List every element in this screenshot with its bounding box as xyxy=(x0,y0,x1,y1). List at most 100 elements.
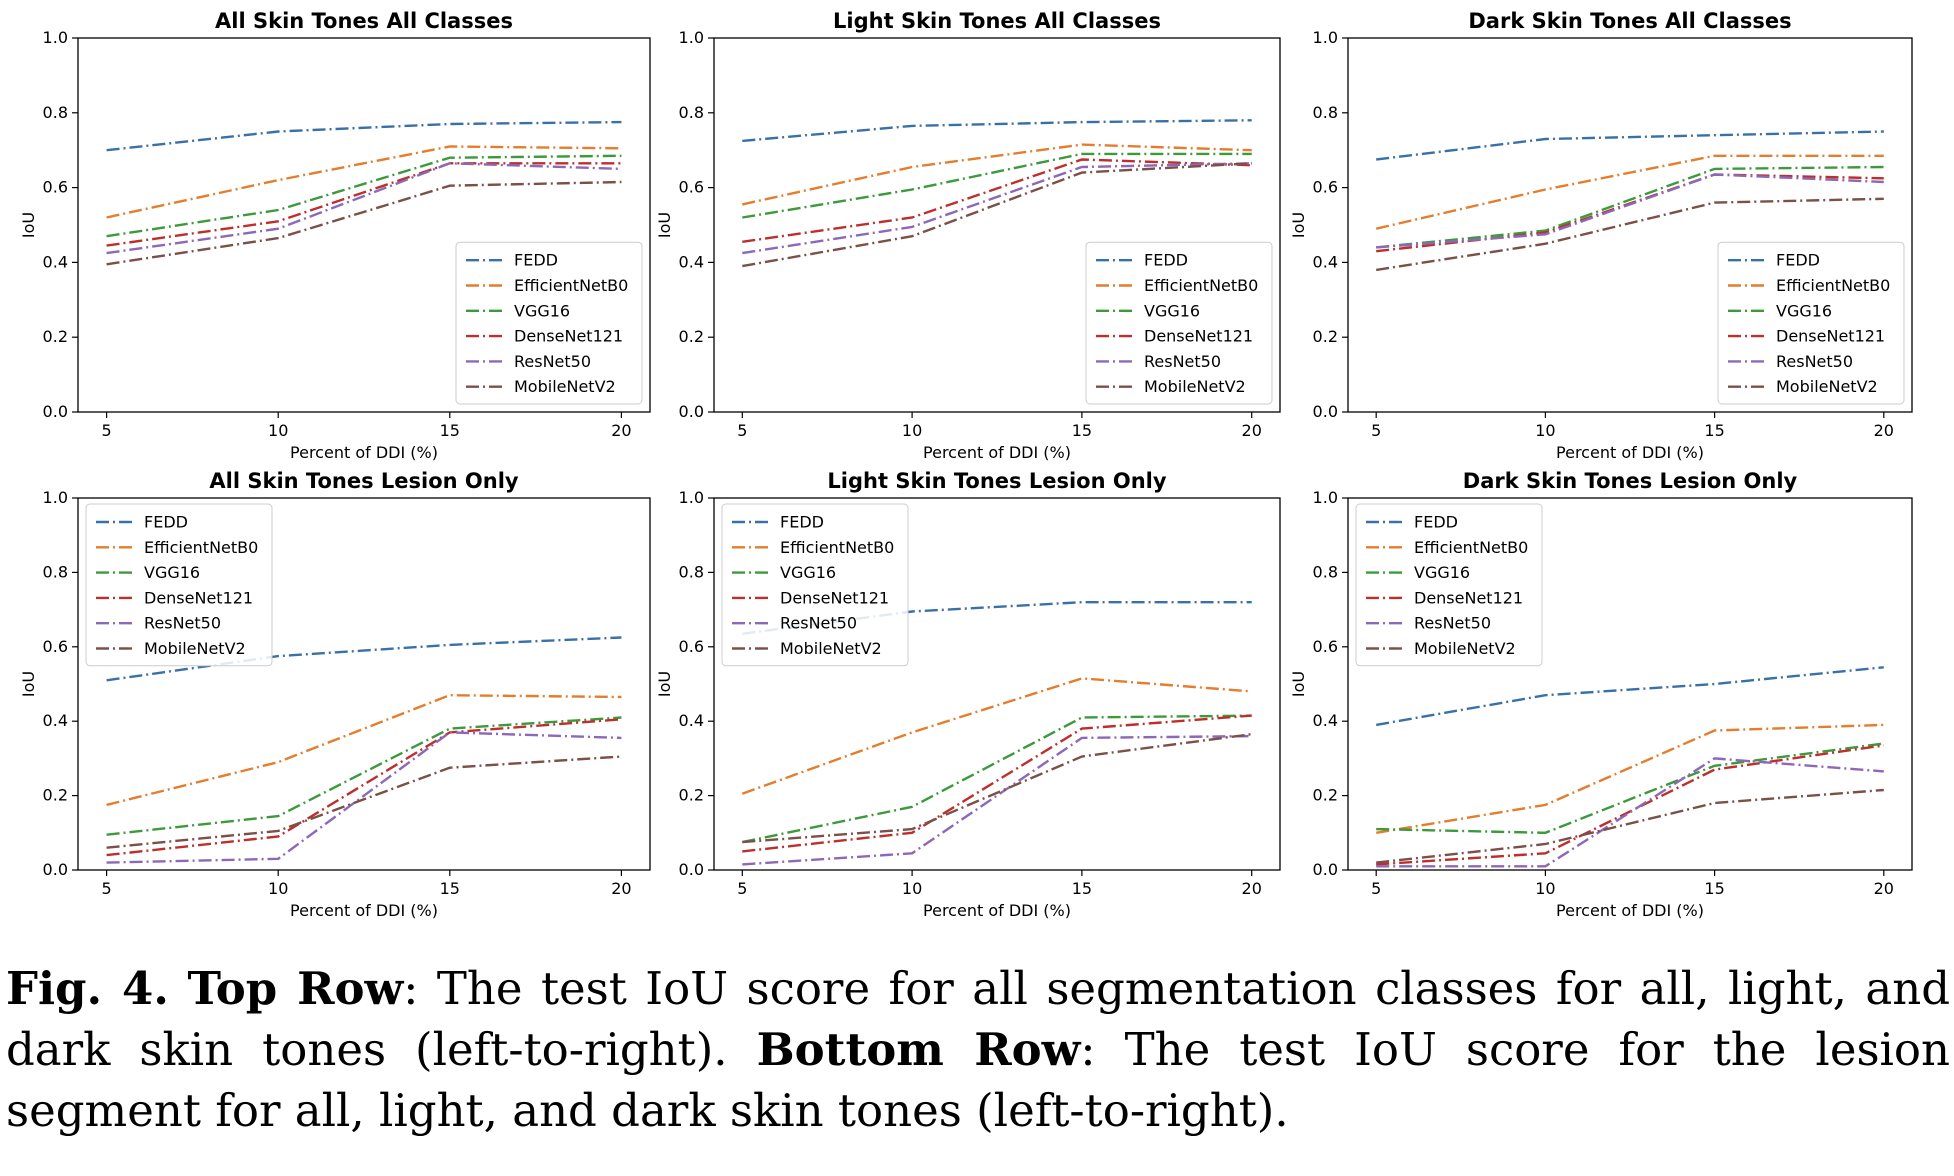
x-axis-label: Percent of DDI (%) xyxy=(1556,901,1704,920)
plot-title: Light Skin Tones All Classes xyxy=(833,9,1161,33)
y-tick-label: 0.2 xyxy=(43,786,68,805)
plot-frame xyxy=(77,497,651,871)
series-line-vgg16 xyxy=(106,154,622,238)
series-line-resnet50 xyxy=(742,162,1252,255)
x-tick-label: 5 xyxy=(737,879,747,898)
legend: FEDD EfficientNetB0 VGG16 DenseNet121 ResNet… xyxy=(85,503,273,667)
series-line-mobilenetv2 xyxy=(106,755,622,849)
legend-label-fedd: FEDD xyxy=(1776,251,1820,270)
legend-label-densenet121: DenseNet121 xyxy=(1776,327,1885,346)
plot-all-skin-tones-lesion-only: All Skin Tones Lesion Only 0.0 0.2 0.4 0.6 0.… xyxy=(19,469,651,920)
y-tick-label: 1.0 xyxy=(43,488,68,507)
y-tick-label: 0.2 xyxy=(679,327,704,346)
series-line-vgg16 xyxy=(742,714,1252,844)
y-tick-label: 0.4 xyxy=(43,711,68,730)
legend-label-vgg16: VGG16 xyxy=(514,301,570,320)
x-axis-label: Percent of DDI (%) xyxy=(290,443,438,462)
y-tick-label: 0.2 xyxy=(1313,786,1338,805)
legend-label-fedd: FEDD xyxy=(1144,251,1188,270)
x-tick-label: 20 xyxy=(611,421,631,440)
legend-label-densenet121: DenseNet121 xyxy=(780,588,889,607)
series-line-mobilenetv2 xyxy=(742,733,1252,844)
plot-light-skin-tones-lesion-only: Light Skin Tones Lesion Only 0.0 0.2 0.4 0.6… xyxy=(655,469,1281,920)
x-tick-label: 15 xyxy=(440,421,460,440)
series-line-resnet50 xyxy=(1376,757,1884,868)
x-axis-label: Percent of DDI (%) xyxy=(923,443,1071,462)
figure-caption: Fig. 4. Top Row : The test IoU score for … xyxy=(6,958,1950,1141)
y-tick-label: 0.2 xyxy=(679,786,704,805)
legend-label-mobilenetv2: MobileNetV2 xyxy=(144,639,246,658)
plot-frame xyxy=(1347,497,1913,871)
x-tick-label: 10 xyxy=(268,421,288,440)
plot-frame xyxy=(77,37,651,413)
figure-grid: All Skin Tones All Classes 0.0 0.2 0.4 0.6 0.… xyxy=(19,9,1913,920)
legend-box xyxy=(85,503,273,667)
plot-frame xyxy=(1347,37,1913,413)
legend-box xyxy=(1355,503,1543,667)
series-line-mobilenetv2 xyxy=(106,180,622,266)
y-tick-label: 0.6 xyxy=(1313,178,1338,197)
legend-label-resnet50: ResNet50 xyxy=(514,352,591,371)
y-tick-label: 0.8 xyxy=(679,103,704,122)
legend-label-densenet121: DenseNet121 xyxy=(144,588,253,607)
x-axis-label: Percent of DDI (%) xyxy=(290,901,438,920)
series-line-fedd xyxy=(106,636,622,682)
y-axis-label: IoU xyxy=(1289,212,1308,238)
x-tick-label: 10 xyxy=(1535,879,1555,898)
x-tick-label: 15 xyxy=(1704,879,1724,898)
legend-label-efficientnetb0: EfficientNetB0 xyxy=(1776,276,1890,295)
legend-label-vgg16: VGG16 xyxy=(1414,563,1470,582)
x-tick-label: 20 xyxy=(1242,879,1262,898)
y-tick-label: 0.0 xyxy=(43,402,68,421)
legend-label-resnet50: ResNet50 xyxy=(1776,352,1853,371)
x-tick-label: 15 xyxy=(440,879,460,898)
x-tick-label: 10 xyxy=(268,879,288,898)
legend-label-fedd: FEDD xyxy=(1414,513,1458,532)
caption-top-label: Top Row xyxy=(187,962,404,1015)
x-tick-label: 10 xyxy=(902,421,922,440)
legend-label-mobilenetv2: MobileNetV2 xyxy=(1776,377,1878,396)
y-tick-label: 0.4 xyxy=(43,252,68,271)
y-tick-label: 0.4 xyxy=(679,252,704,271)
legend: FEDD EfficientNetB0 VGG16 DenseNet121 ResNet… xyxy=(1717,241,1905,405)
series-line-vgg16 xyxy=(742,152,1252,219)
plot-light-skin-tones-all-classes: Light Skin Tones All Classes 0.0 0.2 0.4 0.6… xyxy=(655,9,1281,462)
y-tick-label: 1.0 xyxy=(43,28,68,47)
legend-label-densenet121: DenseNet121 xyxy=(1144,327,1253,346)
series-line-efficientnetb0 xyxy=(1376,723,1884,834)
plot-frame xyxy=(713,497,1281,871)
legend-box xyxy=(1085,241,1273,405)
legend-label-efficientnetb0: EfficientNetB0 xyxy=(1144,276,1258,295)
series-line-mobilenetv2 xyxy=(1376,197,1884,272)
legend-label-vgg16: VGG16 xyxy=(1776,301,1832,320)
legend-label-resnet50: ResNet50 xyxy=(1414,614,1491,633)
plot-title: Dark Skin Tones Lesion Only xyxy=(1463,469,1798,493)
series-line-resnet50 xyxy=(742,734,1252,866)
caption-fig-label: Fig. 4. xyxy=(6,962,169,1015)
y-tick-label: 1.0 xyxy=(679,28,704,47)
x-tick-label: 10 xyxy=(1535,421,1555,440)
plot-dark-skin-tones-all-classes: Dark Skin Tones All Classes 0.0 0.2 0.4 0.6 0… xyxy=(1289,9,1913,462)
series-line-resnet50 xyxy=(106,162,622,255)
x-tick-label: 20 xyxy=(611,879,631,898)
y-tick-label: 0.4 xyxy=(1313,252,1338,271)
legend-label-mobilenetv2: MobileNetV2 xyxy=(514,377,616,396)
series-line-efficientnetb0 xyxy=(1375,154,1884,230)
plot-title: Dark Skin Tones All Classes xyxy=(1468,9,1791,33)
series-line-resnet50 xyxy=(1376,173,1884,249)
x-axis-label: Percent of DDI (%) xyxy=(923,901,1071,920)
y-tick-label: 0.0 xyxy=(679,402,704,421)
y-tick-label: 1.0 xyxy=(1313,28,1338,47)
plot-title: All Skin Tones All Classes xyxy=(215,9,513,33)
x-tick-label: 5 xyxy=(1371,879,1381,898)
series-line-efficientnetb0 xyxy=(741,677,1252,795)
series-line-mobilenetv2 xyxy=(742,162,1252,268)
y-axis-label: IoU xyxy=(19,671,38,697)
x-axis-label: Percent of DDI (%) xyxy=(1556,443,1704,462)
x-tick-label: 15 xyxy=(1704,421,1724,440)
caption-bottom-text: : The test IoU score for the lesion segm… xyxy=(6,1023,1951,1137)
legend-box xyxy=(455,241,643,405)
y-tick-label: 0.0 xyxy=(43,860,68,879)
y-tick-label: 0.2 xyxy=(1313,327,1338,346)
y-tick-label: 1.0 xyxy=(679,488,704,507)
